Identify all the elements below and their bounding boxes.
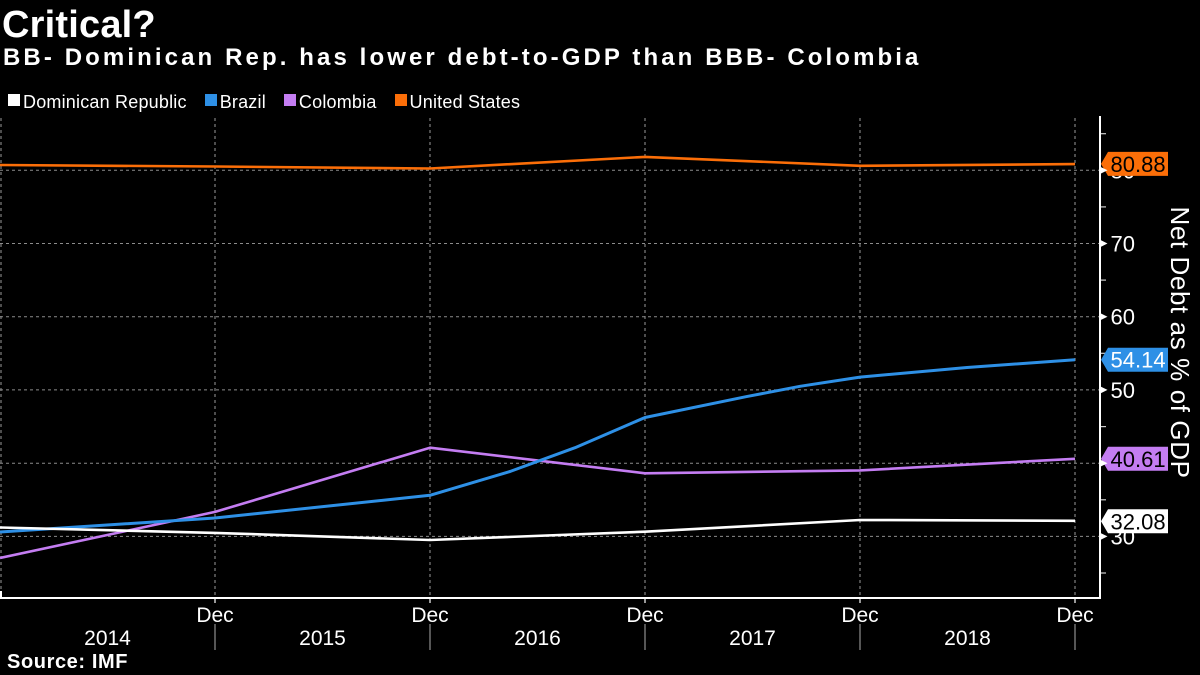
svg-text:70: 70 bbox=[1111, 232, 1135, 257]
svg-text:2017: 2017 bbox=[729, 627, 776, 650]
svg-text:Dec: Dec bbox=[841, 604, 878, 627]
svg-text:54.14: 54.14 bbox=[1111, 348, 1166, 373]
svg-text:50: 50 bbox=[1111, 378, 1135, 403]
svg-text:40.61: 40.61 bbox=[1111, 447, 1166, 472]
svg-text:Dec: Dec bbox=[1056, 604, 1093, 627]
svg-text:2018: 2018 bbox=[944, 627, 991, 650]
svg-text:Dec: Dec bbox=[196, 604, 233, 627]
svg-text:Net Debt as % of GDP: Net Debt as % of GDP bbox=[1165, 206, 1195, 478]
svg-text:2015: 2015 bbox=[299, 627, 346, 650]
svg-text:2014: 2014 bbox=[84, 627, 131, 650]
svg-text:Dec: Dec bbox=[626, 604, 663, 627]
svg-text:Dec: Dec bbox=[411, 604, 448, 627]
svg-text:80.88: 80.88 bbox=[1111, 152, 1166, 177]
svg-text:60: 60 bbox=[1111, 305, 1135, 330]
svg-text:32.08: 32.08 bbox=[1111, 509, 1166, 534]
svg-text:2016: 2016 bbox=[514, 627, 561, 650]
